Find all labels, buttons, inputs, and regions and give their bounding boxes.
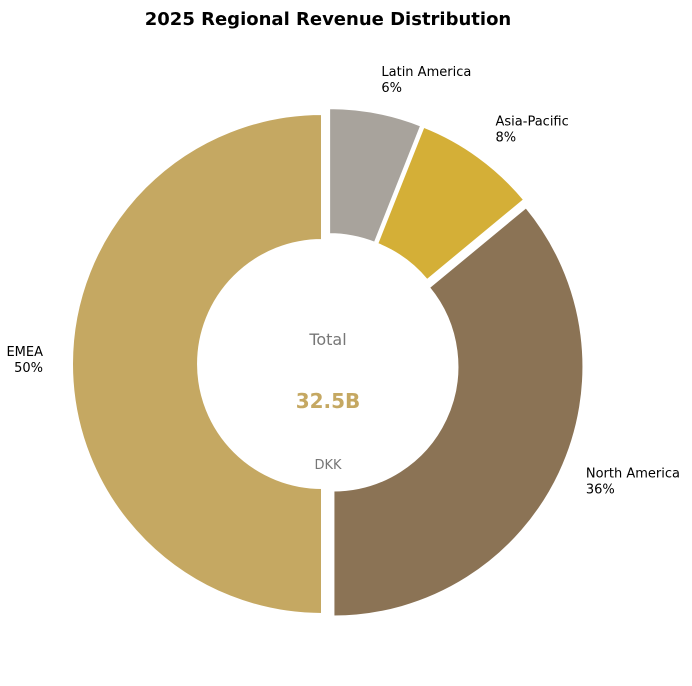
center-total-value: 32.5B xyxy=(296,389,361,413)
slice-category-asia-pacific: Asia-Pacific xyxy=(496,114,569,129)
center-unit-label: DKK xyxy=(314,458,342,473)
center-total-label: Total xyxy=(308,330,346,349)
chart-title: 2025 Regional Revenue Distribution xyxy=(145,9,512,30)
slice-percent-north-america: 36% xyxy=(586,482,615,497)
slice-label-north-america: North America 36% xyxy=(586,466,680,497)
slice-percent-emea: 50% xyxy=(14,361,43,376)
slice-category-latin-america: Latin America xyxy=(381,65,471,80)
labels-group: Latin America 6% Asia-Pacific 8% North Ameri… xyxy=(6,65,680,497)
slice-category-emea: EMEA xyxy=(6,345,43,360)
slice-latin-america xyxy=(328,107,423,245)
slice-label-emea: EMEA 50% xyxy=(6,345,43,376)
slices-group xyxy=(71,107,585,618)
slice-label-asia-pacific: Asia-Pacific 8% xyxy=(496,114,569,145)
slice-percent-asia-pacific: 8% xyxy=(496,130,517,145)
slice-label-latin-america: Latin America 6% xyxy=(381,65,471,96)
slice-percent-latin-america: 6% xyxy=(381,81,402,96)
slice-category-north-america: North America xyxy=(586,466,680,481)
slice-emea xyxy=(71,112,323,616)
slice-asia-pacific xyxy=(375,125,526,282)
slice-north-america xyxy=(332,205,585,618)
